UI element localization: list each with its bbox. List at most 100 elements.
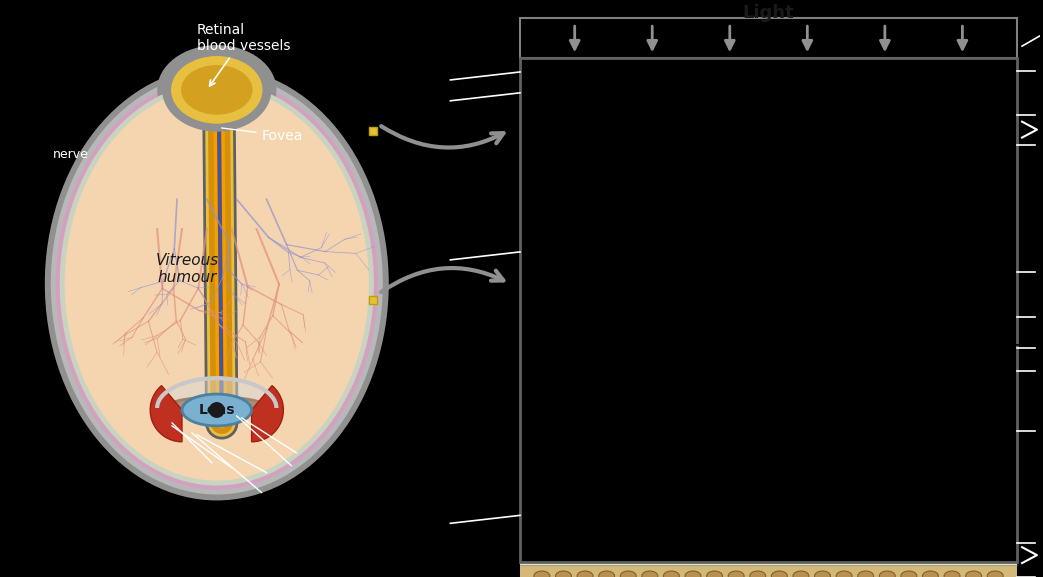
Ellipse shape: [961, 103, 985, 123]
Ellipse shape: [880, 455, 892, 489]
Ellipse shape: [552, 269, 587, 299]
Ellipse shape: [959, 273, 976, 290]
Ellipse shape: [908, 500, 919, 513]
Ellipse shape: [770, 455, 781, 489]
Ellipse shape: [961, 497, 976, 515]
Ellipse shape: [879, 571, 895, 577]
Ellipse shape: [617, 273, 635, 290]
Ellipse shape: [547, 497, 562, 515]
Ellipse shape: [743, 500, 753, 513]
Ellipse shape: [839, 500, 850, 513]
Bar: [520, 18, 1017, 58]
Ellipse shape: [674, 500, 684, 513]
Bar: [520, 242, 1017, 376]
Ellipse shape: [746, 96, 792, 134]
Ellipse shape: [728, 571, 744, 577]
Ellipse shape: [599, 571, 614, 577]
Ellipse shape: [783, 455, 795, 489]
Ellipse shape: [665, 269, 701, 299]
Ellipse shape: [927, 324, 957, 349]
Ellipse shape: [772, 571, 787, 577]
Ellipse shape: [701, 500, 712, 513]
Bar: [579, 379, 585, 447]
Bar: [649, 379, 654, 447]
Bar: [883, 379, 889, 447]
Ellipse shape: [678, 96, 724, 134]
Ellipse shape: [162, 48, 271, 132]
Ellipse shape: [754, 324, 783, 349]
Ellipse shape: [836, 571, 852, 577]
Ellipse shape: [51, 73, 383, 494]
Ellipse shape: [823, 497, 839, 515]
Ellipse shape: [684, 497, 701, 515]
Ellipse shape: [701, 455, 712, 489]
Bar: [369, 295, 377, 304]
Bar: [979, 379, 986, 447]
Ellipse shape: [797, 455, 809, 489]
Ellipse shape: [580, 324, 609, 349]
Ellipse shape: [742, 455, 754, 489]
Bar: [869, 379, 875, 447]
Bar: [520, 58, 1017, 562]
Ellipse shape: [966, 571, 981, 577]
Ellipse shape: [825, 129, 848, 148]
Ellipse shape: [798, 500, 808, 513]
Ellipse shape: [814, 122, 859, 159]
Circle shape: [209, 402, 224, 418]
Bar: [621, 379, 627, 441]
Ellipse shape: [621, 129, 645, 148]
Ellipse shape: [814, 96, 859, 134]
Ellipse shape: [815, 571, 830, 577]
Bar: [593, 379, 599, 447]
Ellipse shape: [181, 394, 251, 426]
Ellipse shape: [685, 571, 701, 577]
Ellipse shape: [683, 446, 702, 485]
Bar: [565, 379, 572, 441]
Ellipse shape: [936, 500, 947, 513]
Ellipse shape: [793, 571, 809, 577]
Ellipse shape: [157, 45, 276, 134]
Ellipse shape: [522, 500, 532, 513]
Bar: [661, 379, 669, 441]
Ellipse shape: [811, 500, 822, 513]
Ellipse shape: [167, 397, 267, 417]
Ellipse shape: [535, 455, 547, 489]
Ellipse shape: [907, 455, 920, 489]
Bar: [197, 75, 237, 105]
Ellipse shape: [756, 103, 780, 123]
Bar: [520, 376, 1017, 565]
Ellipse shape: [657, 497, 673, 515]
Ellipse shape: [893, 129, 917, 148]
Ellipse shape: [714, 500, 726, 513]
Ellipse shape: [991, 500, 1002, 513]
Ellipse shape: [850, 497, 867, 515]
Bar: [718, 379, 723, 447]
Bar: [758, 379, 766, 441]
Ellipse shape: [845, 273, 863, 290]
Ellipse shape: [822, 446, 840, 485]
Ellipse shape: [944, 571, 960, 577]
Bar: [855, 379, 862, 441]
Wedge shape: [150, 385, 181, 442]
Bar: [939, 379, 944, 447]
Ellipse shape: [604, 500, 615, 513]
Ellipse shape: [646, 500, 657, 513]
Bar: [786, 379, 792, 447]
Ellipse shape: [936, 455, 947, 489]
Text: Vitreous
humour: Vitreous humour: [155, 253, 219, 285]
Ellipse shape: [45, 67, 389, 500]
Ellipse shape: [947, 497, 963, 515]
Ellipse shape: [783, 500, 795, 513]
Ellipse shape: [892, 497, 907, 515]
Bar: [689, 379, 696, 441]
Ellipse shape: [632, 500, 642, 513]
Ellipse shape: [835, 269, 872, 299]
Ellipse shape: [646, 455, 657, 489]
Ellipse shape: [55, 78, 378, 489]
Ellipse shape: [167, 52, 267, 128]
Ellipse shape: [545, 446, 563, 485]
Ellipse shape: [729, 500, 739, 513]
Ellipse shape: [770, 500, 781, 513]
Ellipse shape: [553, 103, 577, 123]
Ellipse shape: [520, 455, 533, 489]
